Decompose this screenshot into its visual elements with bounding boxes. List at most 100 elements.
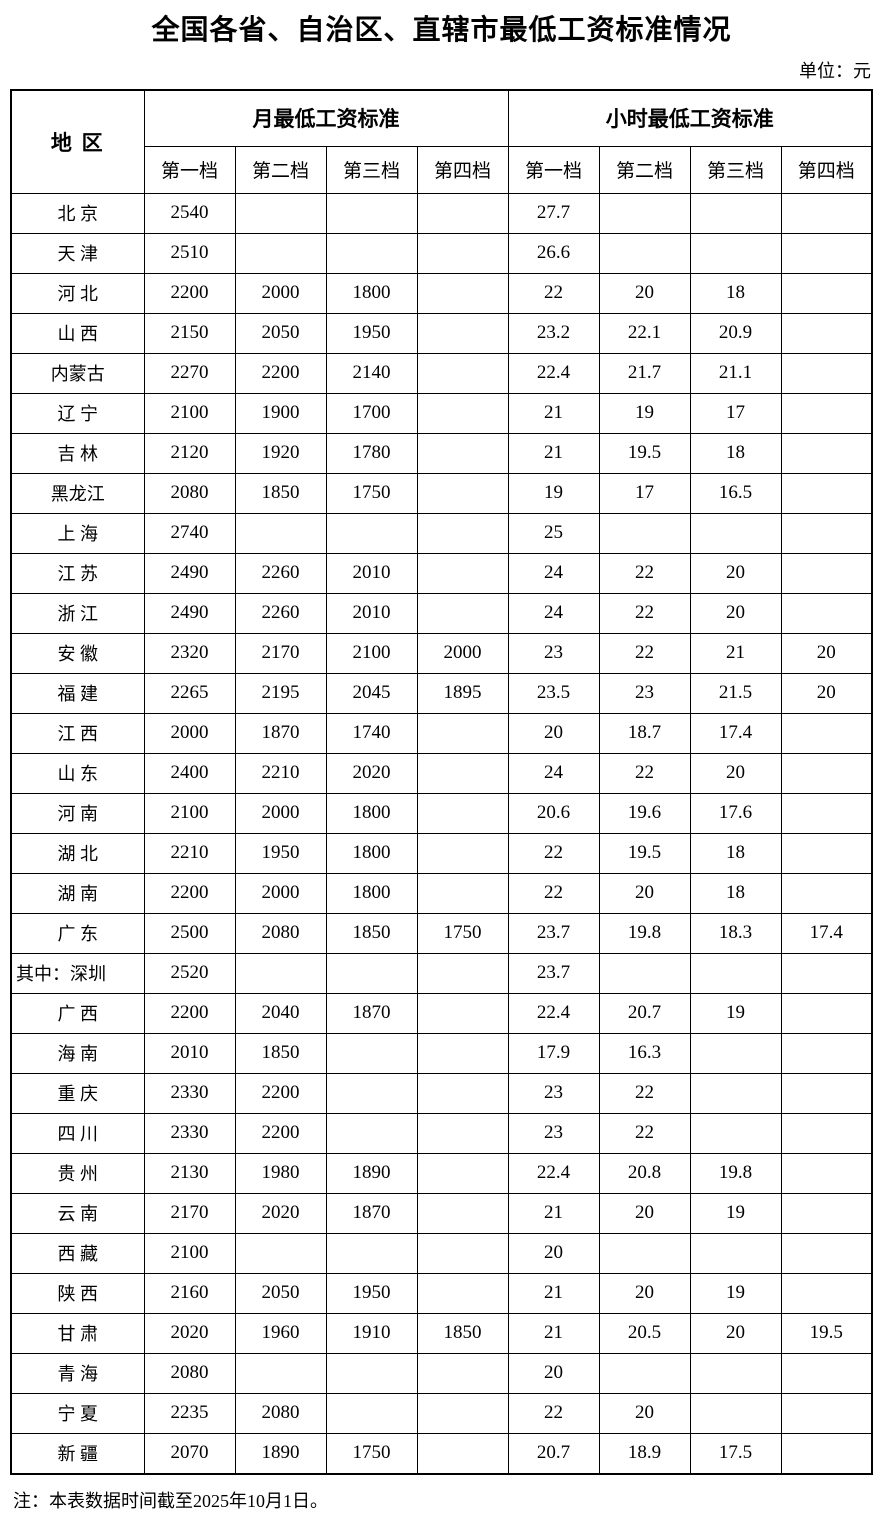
value-cell [416,792,509,834]
value-cell [780,1152,873,1194]
value-cell [780,712,873,754]
region-cell: 内蒙古 [10,352,145,394]
table-header-row-groups: 地 区 月最低工资标准 小时最低工资标准 [10,89,873,194]
region-cell: 辽 宁 [10,392,145,434]
value-cell [689,1352,782,1394]
table-body: 北 京 2540 27.7 天 津 2510 26.6 河 北 2200 2000 1800 22 2… [10,192,873,1475]
value-cell: 1800 [325,792,418,834]
value-cell [234,1352,327,1394]
region-cell: 广 西 [10,992,145,1034]
value-cell [234,192,327,234]
value-cell [416,1192,509,1234]
value-cell: 20.9 [689,312,782,354]
value-cell: 2000 [416,632,509,674]
region-cell: 浙 江 [10,592,145,634]
value-cell [689,512,782,554]
value-cell [780,992,873,1034]
value-cell: 17.6 [689,792,782,834]
value-cell [416,1072,509,1114]
value-cell [780,1392,873,1434]
value-cell: 2000 [143,712,236,754]
region-cell: 其中：深圳 [10,952,145,994]
table-row: 上 海 2740 25 [10,512,873,554]
value-cell: 1950 [325,1272,418,1314]
value-cell [780,752,873,794]
value-cell: 19 [689,1192,782,1234]
value-cell: 22 [598,1072,691,1114]
value-cell: 17 [598,472,691,514]
region-cell: 贵 州 [10,1152,145,1194]
value-cell: 1870 [325,1192,418,1234]
table-row: 宁 夏 2235 2080 22 20 [10,1392,873,1434]
value-cell: 17.4 [780,912,873,954]
value-cell: 22.4 [507,992,600,1034]
value-cell: 19.5 [780,1312,873,1354]
region-cell: 湖 南 [10,872,145,914]
value-cell: 2020 [143,1312,236,1354]
value-cell [416,432,509,474]
value-cell: 20 [598,272,691,314]
value-cell: 24 [507,752,600,794]
value-cell [416,272,509,314]
value-cell [416,952,509,994]
value-cell [416,232,509,274]
value-cell: 2140 [325,352,418,394]
value-cell: 2130 [143,1152,236,1194]
region-cell: 海 南 [10,1032,145,1074]
value-cell: 1750 [325,1432,418,1475]
table-row: 其中：深圳 2520 23.7 [10,952,873,994]
table-row: 广 西 2200 2040 1870 22.4 20.7 19 [10,992,873,1034]
table-row: 海 南 2010 1850 17.9 16.3 [10,1032,873,1074]
value-cell: 22.4 [507,352,600,394]
value-cell: 21.5 [689,672,782,714]
region-cell: 黑龙江 [10,472,145,514]
value-cell [416,312,509,354]
value-cell [325,1072,418,1114]
region-cell: 上 海 [10,512,145,554]
value-cell: 2320 [143,632,236,674]
value-cell: 2160 [143,1272,236,1314]
value-cell: 21 [507,1312,600,1354]
tier-header-hourly-1: 第一档 [507,145,600,194]
value-cell: 2235 [143,1392,236,1434]
table-row: 黑龙江 2080 1850 1750 19 17 16.5 [10,472,873,514]
value-cell: 1850 [234,472,327,514]
region-cell: 四 川 [10,1112,145,1154]
value-cell [598,1352,691,1394]
table-row: 天 津 2510 26.6 [10,232,873,274]
value-cell [689,1072,782,1114]
value-cell [780,1232,873,1274]
table-row: 西 藏 2100 20 [10,1232,873,1274]
value-cell: 22 [598,632,691,674]
value-cell: 1870 [325,992,418,1034]
value-cell [325,232,418,274]
value-cell: 2020 [234,1192,327,1234]
value-cell: 1950 [325,312,418,354]
value-cell [325,1392,418,1434]
value-cell: 2200 [234,1072,327,1114]
table-row: 湖 南 2200 2000 1800 22 20 18 [10,872,873,914]
value-cell: 20 [689,1312,782,1354]
value-cell: 22.1 [598,312,691,354]
value-cell: 2000 [234,792,327,834]
value-cell: 2260 [234,552,327,594]
value-cell: 21 [507,432,600,474]
value-cell: 23.7 [507,912,600,954]
tier-header-hourly-2: 第二档 [598,145,691,194]
value-cell: 2100 [143,1232,236,1274]
region-cell: 西 藏 [10,1232,145,1274]
region-cell: 新 疆 [10,1432,145,1475]
table-row: 陕 西 2160 2050 1950 21 20 19 [10,1272,873,1314]
value-cell: 20.7 [507,1432,600,1475]
table-row: 广 东 2500 2080 1850 1750 23.7 19.8 18.3 17.4 [10,912,873,954]
value-cell [234,952,327,994]
value-cell: 20.6 [507,792,600,834]
value-cell [780,192,873,234]
value-cell: 1800 [325,872,418,914]
value-cell: 1750 [416,912,509,954]
table-row: 四 川 2330 2200 23 22 [10,1112,873,1154]
value-cell: 24 [507,552,600,594]
value-cell: 2080 [234,1392,327,1434]
tier-header-monthly-3: 第三档 [325,145,418,194]
value-cell [780,392,873,434]
